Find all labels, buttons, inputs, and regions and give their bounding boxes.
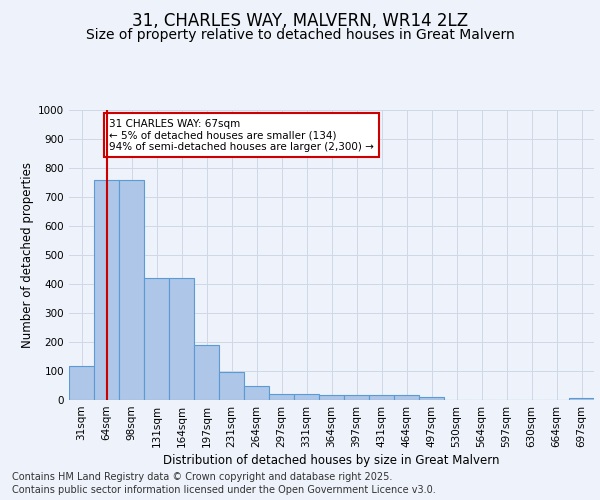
Text: 31, CHARLES WAY, MALVERN, WR14 2LZ: 31, CHARLES WAY, MALVERN, WR14 2LZ <box>132 12 468 30</box>
Bar <box>94 180 119 400</box>
Bar <box>419 398 444 400</box>
Bar <box>244 386 269 400</box>
Bar <box>319 395 344 400</box>
Bar <box>194 345 219 400</box>
Bar <box>144 278 169 400</box>
Bar <box>169 278 194 400</box>
Bar <box>69 366 94 400</box>
Bar <box>119 180 144 400</box>
X-axis label: Distribution of detached houses by size in Great Malvern: Distribution of detached houses by size … <box>163 454 500 467</box>
Text: 31 CHARLES WAY: 67sqm
← 5% of detached houses are smaller (134)
94% of semi-deta: 31 CHARLES WAY: 67sqm ← 5% of detached h… <box>109 118 374 152</box>
Bar <box>569 398 594 400</box>
Bar <box>394 395 419 400</box>
Bar <box>369 395 394 400</box>
Bar <box>219 372 244 400</box>
Y-axis label: Number of detached properties: Number of detached properties <box>21 162 34 348</box>
Bar <box>269 394 294 400</box>
Bar <box>344 395 369 400</box>
Text: Size of property relative to detached houses in Great Malvern: Size of property relative to detached ho… <box>86 28 514 42</box>
Text: Contains HM Land Registry data © Crown copyright and database right 2025.: Contains HM Land Registry data © Crown c… <box>12 472 392 482</box>
Bar <box>294 394 319 400</box>
Text: Contains public sector information licensed under the Open Government Licence v3: Contains public sector information licen… <box>12 485 436 495</box>
